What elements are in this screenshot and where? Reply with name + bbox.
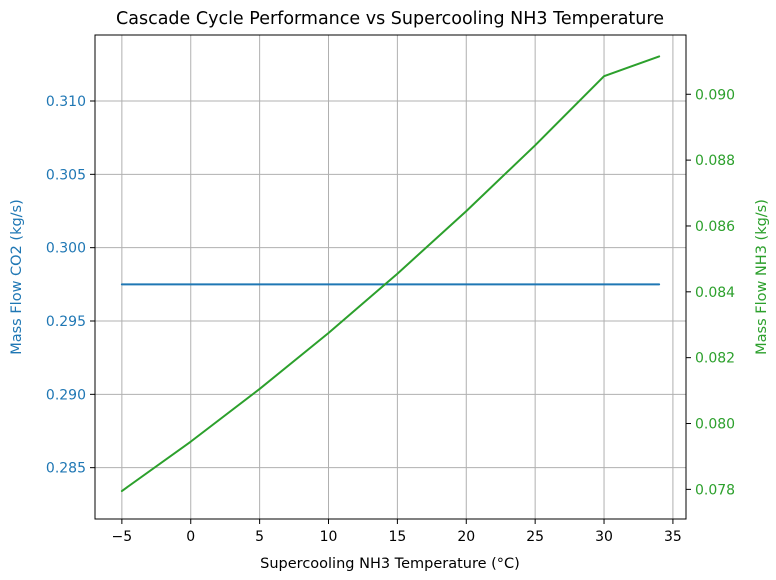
- y-right-tick-label: 0.090: [695, 87, 735, 103]
- chart-title: Cascade Cycle Performance vs Supercoolin…: [116, 9, 664, 29]
- x-tick-label: 15: [388, 529, 406, 545]
- x-tick-label: 5: [255, 529, 264, 545]
- y-right-tick-label: 0.078: [695, 482, 735, 498]
- y-right-tick-label: 0.080: [695, 417, 735, 433]
- y-left-tick-label: 0.290: [46, 387, 86, 403]
- y-left-tick-label: 0.285: [46, 461, 86, 477]
- x-axis: −5 0 5 10 15 20 25 30 35: [112, 519, 682, 545]
- y-left-tick-label: 0.310: [46, 94, 86, 110]
- y-axis-right: 0.078 0.080 0.082 0.084 0.086 0.088 0.090: [686, 87, 735, 498]
- y-right-tick-label: 0.082: [695, 351, 735, 367]
- grid: [95, 35, 686, 519]
- series-line-nh3: [120, 55, 661, 493]
- y-left-tick-label: 0.305: [46, 167, 86, 183]
- y-left-tick-label: 0.300: [46, 241, 86, 257]
- x-tick-label: 25: [526, 529, 544, 545]
- y-right-tick-label: 0.084: [695, 285, 735, 301]
- y-right-tick-label: 0.086: [695, 219, 735, 235]
- y-axis-right-label: Mass Flow NH3 (kg/s): [754, 199, 770, 355]
- y-left-tick-label: 0.295: [46, 314, 86, 330]
- x-tick-label: 10: [320, 529, 338, 545]
- x-tick-label: 20: [457, 529, 475, 545]
- plot-frame: [94, 34, 687, 520]
- y-axis-left: 0.285 0.290 0.295 0.300 0.305 0.310: [46, 94, 95, 477]
- y-axis-left-label: Mass Flow CO2 (kg/s): [9, 199, 25, 355]
- x-tick-label: −5: [112, 529, 133, 545]
- x-tick-label: 0: [186, 529, 195, 545]
- series-layer: [120, 55, 661, 493]
- x-tick-label: 30: [595, 529, 613, 545]
- x-tick-label: 35: [664, 529, 682, 545]
- x-axis-label: Supercooling NH3 Temperature (°C): [260, 556, 520, 572]
- y-right-tick-label: 0.088: [695, 153, 735, 169]
